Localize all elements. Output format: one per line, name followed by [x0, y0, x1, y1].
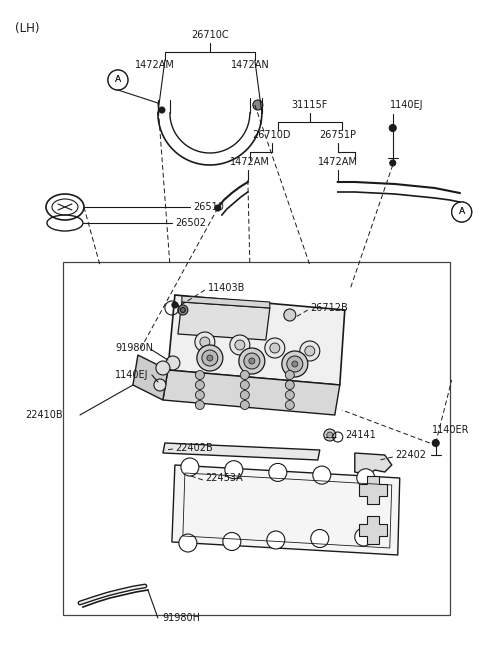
- Text: A: A: [459, 207, 465, 216]
- Circle shape: [253, 100, 263, 110]
- Text: 26712B: 26712B: [310, 303, 348, 313]
- Circle shape: [357, 469, 375, 487]
- Text: 22410B: 22410B: [25, 410, 62, 420]
- Circle shape: [207, 355, 213, 361]
- Circle shape: [225, 461, 243, 478]
- Text: 22453A: 22453A: [205, 473, 242, 483]
- Text: 31115F: 31115F: [292, 100, 328, 110]
- Polygon shape: [163, 370, 340, 415]
- Circle shape: [285, 391, 294, 399]
- Circle shape: [244, 353, 260, 369]
- Text: 1140EJ: 1140EJ: [115, 370, 148, 380]
- Circle shape: [270, 343, 280, 353]
- Polygon shape: [182, 296, 270, 308]
- Circle shape: [108, 70, 128, 90]
- Circle shape: [390, 160, 396, 166]
- Circle shape: [282, 351, 308, 377]
- Circle shape: [154, 379, 166, 391]
- Circle shape: [311, 529, 329, 548]
- Text: 1140ER: 1140ER: [432, 425, 469, 435]
- Text: 1472AN: 1472AN: [230, 60, 269, 70]
- Circle shape: [249, 358, 255, 364]
- Circle shape: [172, 302, 178, 308]
- Circle shape: [195, 381, 204, 389]
- Circle shape: [287, 356, 303, 372]
- Circle shape: [239, 348, 265, 374]
- Circle shape: [269, 463, 287, 481]
- Circle shape: [327, 432, 333, 438]
- Circle shape: [285, 370, 294, 380]
- Text: 1472AM: 1472AM: [318, 157, 358, 167]
- Circle shape: [195, 332, 215, 352]
- Text: 24141: 24141: [345, 430, 375, 440]
- Circle shape: [240, 381, 249, 389]
- Circle shape: [159, 107, 165, 113]
- Circle shape: [355, 528, 373, 546]
- Text: 11403B: 11403B: [208, 283, 245, 293]
- Polygon shape: [172, 465, 400, 555]
- Circle shape: [108, 70, 128, 90]
- Circle shape: [240, 401, 249, 409]
- Circle shape: [180, 308, 185, 312]
- Text: A: A: [115, 75, 121, 84]
- Text: 91980N: 91980N: [115, 343, 153, 353]
- Text: 26751P: 26751P: [319, 130, 356, 140]
- Text: 22402: 22402: [395, 450, 426, 460]
- Circle shape: [166, 356, 180, 370]
- Text: A: A: [459, 207, 465, 216]
- Circle shape: [389, 125, 396, 131]
- Circle shape: [235, 340, 245, 350]
- Circle shape: [197, 345, 223, 371]
- Circle shape: [215, 205, 221, 211]
- Text: 26510: 26510: [193, 202, 224, 212]
- Text: 1472AM: 1472AM: [135, 60, 175, 70]
- Circle shape: [300, 341, 320, 361]
- Circle shape: [324, 429, 336, 441]
- Circle shape: [202, 350, 218, 366]
- Polygon shape: [355, 453, 392, 475]
- Text: 1140EJ: 1140EJ: [390, 100, 423, 110]
- Circle shape: [181, 458, 199, 476]
- Circle shape: [223, 533, 241, 550]
- Circle shape: [452, 202, 472, 222]
- Circle shape: [195, 391, 204, 399]
- Circle shape: [195, 401, 204, 409]
- Circle shape: [284, 309, 296, 321]
- Circle shape: [267, 531, 285, 549]
- Text: A: A: [115, 75, 121, 84]
- Circle shape: [240, 370, 249, 380]
- Text: 22402B: 22402B: [175, 443, 213, 453]
- Polygon shape: [168, 295, 345, 385]
- Circle shape: [178, 305, 188, 315]
- Circle shape: [200, 337, 210, 347]
- Polygon shape: [133, 355, 168, 400]
- Text: 91980H: 91980H: [162, 613, 200, 623]
- Text: (LH): (LH): [15, 22, 39, 35]
- Circle shape: [285, 401, 294, 409]
- Circle shape: [230, 335, 250, 355]
- Circle shape: [313, 466, 331, 484]
- Polygon shape: [178, 302, 270, 340]
- Circle shape: [432, 440, 439, 447]
- Circle shape: [240, 391, 249, 399]
- Polygon shape: [359, 516, 387, 544]
- Circle shape: [452, 202, 472, 222]
- Circle shape: [265, 338, 285, 358]
- Circle shape: [305, 346, 315, 356]
- Text: 26710C: 26710C: [191, 30, 228, 40]
- Polygon shape: [359, 476, 387, 504]
- Circle shape: [179, 534, 197, 552]
- Circle shape: [195, 370, 204, 380]
- Polygon shape: [163, 443, 320, 460]
- Text: 26710D: 26710D: [252, 130, 291, 140]
- Text: 1472AM: 1472AM: [230, 157, 270, 167]
- Circle shape: [292, 361, 298, 367]
- Circle shape: [285, 381, 294, 389]
- Circle shape: [156, 361, 170, 375]
- Text: 26502: 26502: [175, 218, 206, 228]
